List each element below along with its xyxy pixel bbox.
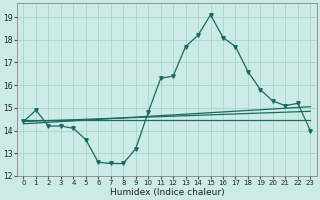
X-axis label: Humidex (Indice chaleur): Humidex (Indice chaleur) bbox=[109, 188, 224, 197]
